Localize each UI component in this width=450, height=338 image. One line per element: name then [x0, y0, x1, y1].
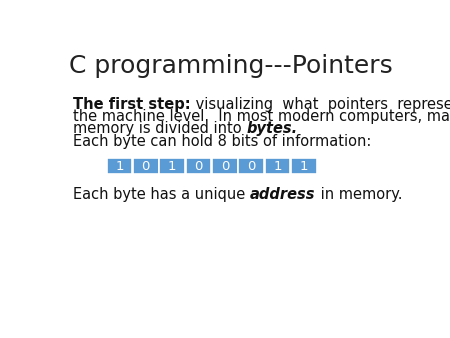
- Text: address: address: [250, 187, 316, 202]
- Text: memory is divided into: memory is divided into: [73, 121, 247, 137]
- Text: Each byte can hold 8 bits of information:: Each byte can hold 8 bits of information…: [73, 134, 372, 149]
- FancyBboxPatch shape: [265, 159, 290, 174]
- Text: 1: 1: [115, 160, 124, 173]
- Text: 0: 0: [142, 160, 150, 173]
- FancyBboxPatch shape: [238, 159, 264, 174]
- Text: 0: 0: [247, 160, 255, 173]
- Text: The first step:: The first step:: [73, 97, 191, 112]
- FancyBboxPatch shape: [212, 159, 238, 174]
- FancyBboxPatch shape: [186, 159, 211, 174]
- Text: 0: 0: [220, 160, 229, 173]
- FancyBboxPatch shape: [291, 159, 317, 174]
- Text: visualizing  what  pointers  represent  at: visualizing what pointers represent at: [191, 97, 450, 112]
- Text: the machine level.  In most modern computers, main: the machine level. In most modern comput…: [73, 109, 450, 124]
- Text: Each byte has a unique: Each byte has a unique: [73, 187, 250, 202]
- Text: 1: 1: [300, 160, 308, 173]
- Text: 0: 0: [194, 160, 202, 173]
- FancyBboxPatch shape: [133, 159, 158, 174]
- Text: 1: 1: [273, 160, 282, 173]
- Text: C programming---Pointers: C programming---Pointers: [69, 54, 392, 78]
- Text: bytes.: bytes.: [247, 121, 298, 137]
- FancyBboxPatch shape: [159, 159, 185, 174]
- Text: 1: 1: [168, 160, 176, 173]
- Text: in memory.: in memory.: [316, 187, 402, 202]
- FancyBboxPatch shape: [107, 159, 132, 174]
